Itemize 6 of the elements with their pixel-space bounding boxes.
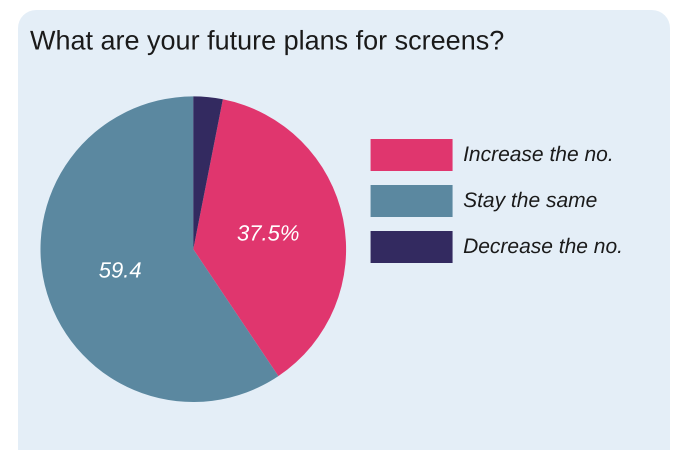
legend-label: Increase the no. xyxy=(463,142,614,166)
legend-label: Decrease the no. xyxy=(463,234,624,258)
legend-label: Stay the same xyxy=(463,188,598,212)
chart-title: What are your future plans for screens? xyxy=(30,26,504,56)
data-label: 59.4 xyxy=(98,258,142,283)
data-label: 37.5% xyxy=(237,220,300,246)
